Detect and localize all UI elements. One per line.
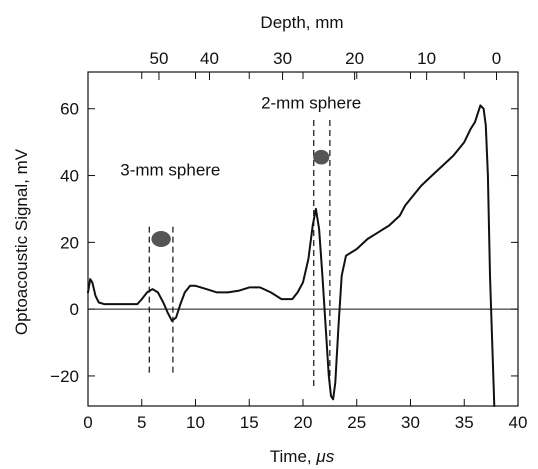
x-tick-label: 5	[137, 413, 146, 432]
axis-ticks	[87, 72, 519, 406]
x-tick-label: 25	[347, 413, 366, 432]
x2-tick-label: 40	[200, 49, 219, 68]
x-tick-label: 15	[240, 413, 259, 432]
annotation-label: 2-mm sphere	[261, 94, 361, 113]
x-tick-label: 0	[83, 413, 92, 432]
sphere-marker	[313, 149, 330, 165]
annotation-label: 3-mm sphere	[120, 161, 220, 180]
sphere-markers	[148, 118, 331, 386]
x2-tick-label: 0	[492, 49, 501, 68]
annotations: 3-mm sphere 2-mm sphere	[120, 94, 361, 180]
x2-tick-label: 10	[417, 49, 436, 68]
x-tick-label: 30	[401, 413, 420, 432]
x-tick-label: 35	[455, 413, 474, 432]
sphere-marker	[151, 230, 171, 248]
x2-axis-label: Depth, mm	[260, 13, 343, 32]
y-tick-label: 40	[60, 167, 79, 186]
y-tick-label: 20	[60, 233, 79, 252]
tick-labels: 0 5 10 15 20 25 30 35 40 −20 0 20 40 60 50 40 30 20 10 0	[50, 49, 527, 432]
x-axis-label: Time, μs	[270, 447, 335, 466]
x2-tick-label: 30	[273, 49, 292, 68]
y-axis-label: Optoacoustic Signal, mV	[12, 148, 31, 335]
x-tick-label: 10	[186, 413, 205, 432]
signal-series	[87, 104, 496, 407]
x2-tick-label: 50	[149, 49, 168, 68]
signal-line	[87, 104, 496, 407]
y-tick-label: −20	[50, 367, 79, 386]
x-tick-label: 20	[294, 413, 313, 432]
y-tick-label: 60	[60, 100, 79, 119]
x-tick-label: 40	[509, 413, 528, 432]
x2-tick-label: 20	[345, 49, 364, 68]
y-tick-label: 0	[70, 300, 79, 319]
